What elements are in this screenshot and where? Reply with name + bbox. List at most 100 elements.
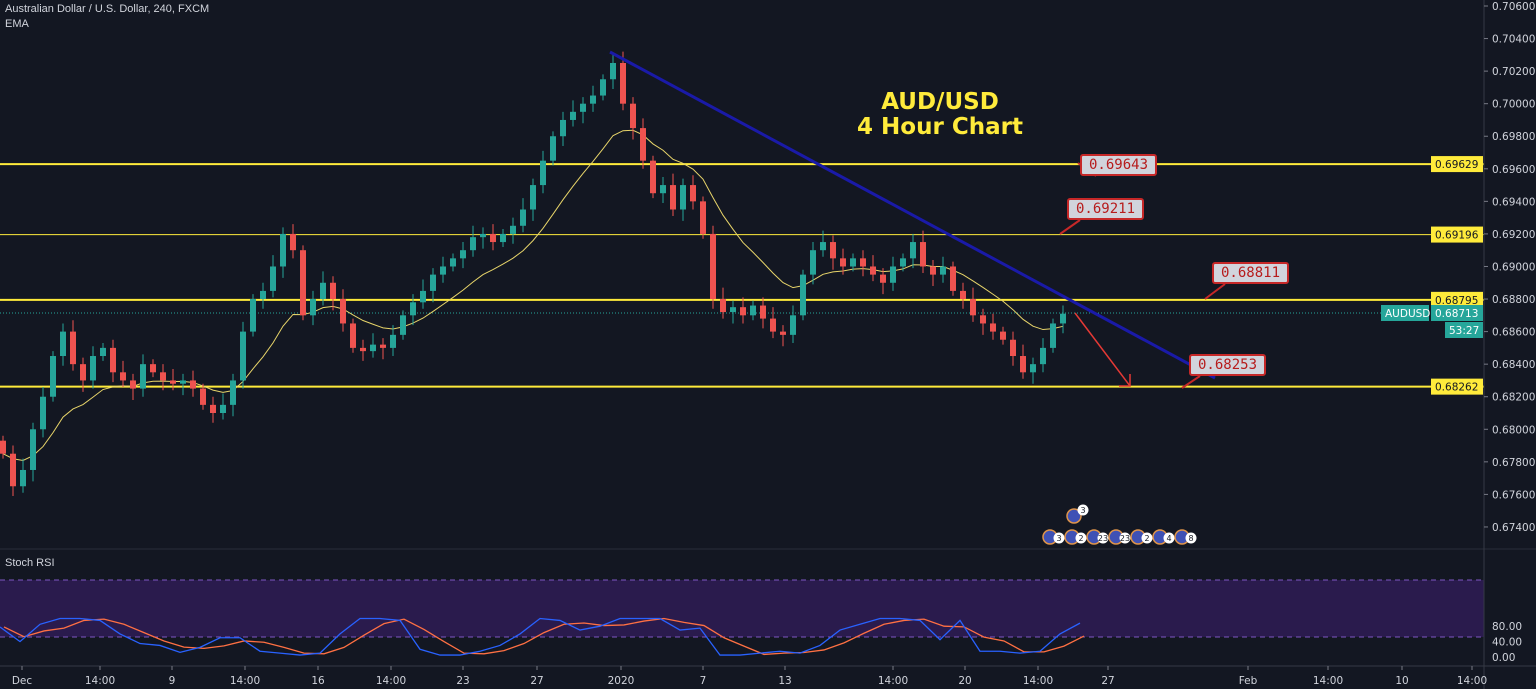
indicator-label[interactable]: EMA — [5, 18, 29, 30]
candle-up — [890, 266, 896, 283]
stoch-axis[interactable]: 80.00 40.00 0.00 — [1492, 621, 1522, 664]
price-axis[interactable]: 0.70600 0.70400 0.70200 0.70000 0.69800 0.696… — [1484, 1, 1535, 534]
candle-down — [970, 299, 976, 316]
event-count: 8 — [1188, 534, 1193, 543]
candle-up — [390, 334, 396, 348]
time-tick-label: 13 — [778, 675, 791, 687]
event-count-badge — [1077, 504, 1089, 516]
time-tick-label: 16 — [311, 675, 325, 687]
price-tick-label: 0.68800 — [1492, 294, 1535, 306]
candle-up — [370, 344, 376, 352]
price-tick-label: 0.70400 — [1492, 34, 1535, 46]
candle-up — [820, 242, 826, 251]
symbol-tag-label: AUDUSD — [1385, 308, 1430, 320]
callout-label[interactable]: 0.68811 — [1212, 262, 1290, 284]
callout-label[interactable]: 0.68253 — [1189, 354, 1267, 376]
candle-up — [280, 233, 286, 267]
candle-down — [700, 201, 706, 234]
price-tick-label: 0.68600 — [1492, 327, 1535, 339]
candle-down — [1020, 356, 1026, 373]
candle-up — [940, 266, 946, 275]
candle-down — [0, 440, 6, 454]
candle-down — [690, 185, 696, 202]
candle-up — [660, 185, 666, 194]
trendline[interactable] — [609, 50, 1216, 380]
candle-up — [1040, 347, 1046, 365]
event-count: 2 — [1144, 534, 1149, 543]
level-price-tag-label: 0.69196 — [1435, 230, 1479, 242]
candle-up — [750, 305, 756, 316]
annotation-line-1: AUD/USD — [881, 89, 999, 115]
candle-up — [230, 380, 236, 405]
candle-up — [420, 290, 426, 303]
time-tick-label: 14:00 — [1457, 675, 1487, 687]
candle-down — [630, 103, 636, 129]
price-tick-label: 0.70600 — [1492, 1, 1535, 13]
candle-up — [590, 95, 596, 104]
event-count-badge — [1097, 532, 1109, 544]
callout-label[interactable]: 0.69643 — [1080, 154, 1158, 176]
candle-up — [530, 185, 536, 210]
candle-down — [120, 372, 126, 381]
candle-up — [1030, 364, 1036, 373]
callout-label[interactable]: 0.69211 — [1067, 198, 1145, 220]
candle-down — [290, 233, 296, 251]
time-axis[interactable]: Dec 14:00 9 14:00 16 14:00 23 27 2020 7 13 14:00 20 1… — [12, 666, 1487, 687]
candle-up — [1060, 313, 1066, 324]
candle-up — [310, 299, 316, 316]
level-price-tag-label: 0.68795 — [1435, 295, 1478, 307]
time-tick-label: 14:00 — [878, 675, 908, 687]
candle-up — [20, 469, 26, 487]
candle-up — [520, 209, 526, 226]
candle-up — [270, 266, 276, 291]
candle-up — [50, 356, 56, 397]
event-count: 2 — [1078, 534, 1083, 543]
candle-down — [70, 331, 76, 365]
candle-down — [780, 331, 786, 335]
candle-down — [830, 242, 836, 259]
time-tick-label: 14:00 — [230, 675, 260, 687]
candle-down — [300, 250, 306, 316]
level-price-tag — [1431, 226, 1483, 243]
symbol-title[interactable]: Australian Dollar / U.S. Dollar, 240, FX… — [5, 3, 210, 15]
current-price-tag — [1431, 305, 1483, 321]
candle-up — [220, 404, 226, 413]
symbol-tag — [1381, 305, 1429, 321]
candle-down — [720, 299, 726, 313]
annotation-line-2: 4 Hour Chart — [857, 114, 1023, 140]
candle-down — [920, 242, 926, 267]
candle-up — [470, 237, 476, 251]
chart-annotation-title[interactable]: AUD/USD 4 Hour Chart — [820, 90, 1060, 140]
candle-down — [980, 315, 986, 324]
candle-up — [260, 290, 266, 300]
stoch-rsi-label[interactable]: Stoch RSI — [5, 557, 55, 569]
down-arrow[interactable] — [1074, 312, 1131, 387]
stoch-tick-label: 40.00 — [1492, 637, 1522, 649]
event-count-badge — [1141, 532, 1153, 544]
candle-up — [30, 429, 36, 470]
stoch-tick-label: 0.00 — [1492, 652, 1515, 664]
level-price-tag-label: 0.68262 — [1435, 382, 1478, 394]
time-tick-label: 27 — [530, 675, 543, 687]
candle-down — [360, 347, 366, 352]
candle-down — [620, 62, 626, 104]
candle-down — [330, 282, 336, 300]
candle-down — [840, 258, 846, 267]
candle-down — [130, 380, 136, 389]
stoch-band — [0, 580, 1484, 637]
candle-down — [640, 128, 646, 161]
candle-down — [950, 266, 956, 291]
event-count: 3 — [1080, 506, 1085, 515]
callout-pointer — [1059, 219, 1081, 235]
time-tick-label: 14:00 — [1023, 675, 1053, 687]
event-count-badge — [1075, 532, 1087, 544]
candle-up — [180, 380, 186, 384]
candle-down — [150, 364, 156, 373]
time-tick-label: Dec — [12, 675, 33, 687]
time-tick-label: 27 — [1101, 675, 1114, 687]
candle-down — [80, 364, 86, 381]
candle-down — [650, 160, 656, 194]
candle-down — [110, 347, 116, 373]
chart-legend: Australian Dollar / U.S. Dollar, 240, FX… — [5, 2, 209, 32]
